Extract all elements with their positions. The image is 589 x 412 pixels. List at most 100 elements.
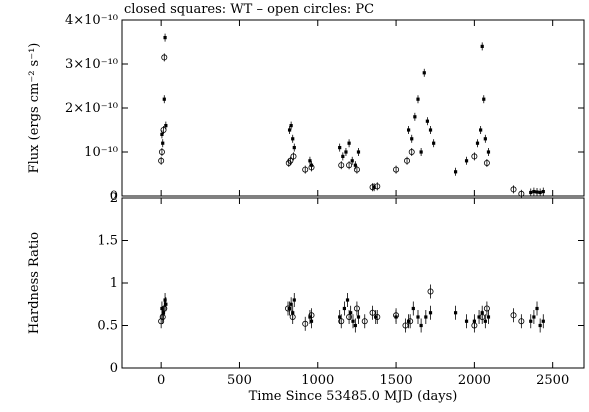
x-tick-label-5: 2500 — [536, 373, 569, 388]
point-wt-1-12 — [345, 298, 350, 302]
point-pc-0-3 — [161, 54, 168, 61]
point-wt-0-21 — [413, 115, 417, 119]
point-wt-0-8 — [292, 146, 296, 150]
y-tick-label-1-4: 2 — [110, 191, 118, 206]
point-wt-0-9 — [308, 159, 312, 163]
point-pc-1-3 — [285, 305, 292, 312]
point-wt-0-7 — [291, 137, 295, 141]
point-pc-0-18 — [483, 159, 490, 166]
point-pc-1-15 — [407, 318, 414, 325]
point-wt-0-22 — [416, 97, 420, 101]
point-wt-1-34 — [535, 306, 539, 311]
point-wt-1-19 — [406, 319, 411, 323]
point-wt-0-6 — [289, 124, 293, 128]
point-pc-0-15 — [404, 157, 411, 164]
point-pc-0-2 — [160, 127, 167, 134]
x-tick-label-2: 1000 — [301, 373, 334, 388]
y-tick-label-0-2: 2×10⁻¹⁰ — [65, 101, 118, 116]
point-wt-0-1 — [161, 141, 165, 145]
point-pc-0-20 — [518, 190, 525, 197]
point-pc-1-20 — [510, 312, 517, 319]
point-wt-0-14 — [347, 141, 351, 145]
point-wt-0-30 — [475, 141, 480, 145]
y-tick-label-0-1: 10⁻¹⁰ — [84, 145, 118, 160]
point-wt-0-17 — [356, 150, 361, 154]
x-axis-label: Time Since 53485.0 MJD (days) — [249, 389, 458, 404]
point-wt-1-1 — [161, 311, 166, 315]
point-wt-1-17 — [374, 315, 378, 319]
point-wt-1-3 — [164, 302, 168, 306]
point-pc-1-4 — [289, 313, 296, 320]
point-wt-0-36 — [529, 190, 533, 195]
point-pc-0-1 — [158, 148, 165, 155]
point-wt-1-33 — [532, 315, 536, 319]
point-wt-0-20 — [410, 137, 414, 141]
point-wt-1-23 — [424, 315, 428, 319]
point-wt-1-11 — [342, 306, 346, 311]
point-pc-1-17 — [471, 322, 478, 329]
panel-0-frame — [121, 19, 585, 197]
point-pc-1-14 — [402, 322, 409, 329]
point-wt-1-10 — [338, 315, 342, 319]
point-wt-1-25 — [453, 311, 458, 315]
point-pc-0-11 — [353, 166, 360, 173]
point-pc-0-6 — [290, 153, 297, 160]
point-pc-0-5 — [287, 157, 294, 164]
y-tick-label-1-1: 0.5 — [97, 319, 118, 334]
x-tick-label-3: 1500 — [380, 373, 413, 388]
point-wt-1-24 — [428, 311, 433, 315]
point-wt-0-13 — [344, 150, 348, 154]
y-axis-label-1: Hardness Ratio — [27, 232, 42, 334]
point-pc-0-17 — [471, 153, 478, 160]
point-wt-1-22 — [419, 323, 423, 328]
point-wt-0-0 — [160, 132, 164, 136]
chart-title: closed squares: WT – open circles: PC — [124, 2, 375, 17]
point-wt-1-28 — [477, 315, 481, 319]
point-wt-0-33 — [482, 97, 486, 101]
y-tick-label-0-4: 4×10⁻¹⁰ — [65, 13, 118, 28]
x-tick-label-0: 0 — [157, 373, 165, 388]
point-pc-1-0 — [158, 318, 165, 325]
point-pc-0-8 — [308, 164, 315, 171]
point-wt-1-35 — [538, 323, 542, 328]
point-wt-0-25 — [425, 119, 429, 123]
point-wt-0-24 — [422, 71, 426, 75]
point-wt-0-38 — [535, 190, 539, 194]
y-tick-label-1-0: 0 — [110, 361, 118, 376]
panel-1-frame — [121, 197, 585, 369]
point-wt-0-31 — [479, 128, 483, 132]
point-wt-0-23 — [419, 150, 423, 154]
point-wt-1-31 — [486, 315, 491, 319]
y-axis-label-0: Flux (ergs cm⁻² s⁻¹) — [27, 43, 42, 174]
point-wt-0-28 — [453, 170, 458, 174]
point-wt-0-15 — [350, 159, 354, 163]
y-tick-label-0-0: 0 — [110, 189, 118, 204]
point-wt-0-11 — [338, 146, 342, 150]
point-pc-1-9 — [353, 305, 360, 312]
point-wt-1-7 — [292, 298, 296, 302]
y-tick-label-0-3: 3×10⁻¹⁰ — [65, 57, 118, 72]
point-wt-0-32 — [480, 44, 484, 48]
point-pc-1-16 — [427, 288, 434, 295]
point-wt-0-39 — [538, 190, 542, 195]
point-wt-1-14 — [351, 319, 355, 323]
point-wt-1-36 — [541, 319, 545, 323]
point-pc-0-16 — [408, 148, 415, 155]
point-wt-0-29 — [464, 159, 469, 163]
point-pc-1-19 — [483, 305, 490, 312]
y-tick-label-1-3: 1.5 — [97, 234, 118, 249]
x-tick-label-4: 2000 — [458, 373, 491, 388]
point-pc-1-7 — [338, 318, 345, 325]
point-pc-0-13 — [374, 183, 381, 190]
point-wt-1-5 — [289, 302, 293, 306]
point-pc-0-19 — [510, 186, 517, 193]
point-wt-1-21 — [416, 315, 420, 319]
point-pc-1-11 — [369, 309, 376, 316]
point-wt-1-32 — [529, 319, 533, 323]
point-wt-0-26 — [428, 128, 433, 132]
y-tick-label-1-2: 1 — [110, 276, 118, 291]
point-wt-1-16 — [356, 315, 361, 319]
point-pc-1-2 — [161, 305, 168, 312]
point-pc-1-13 — [393, 312, 400, 319]
